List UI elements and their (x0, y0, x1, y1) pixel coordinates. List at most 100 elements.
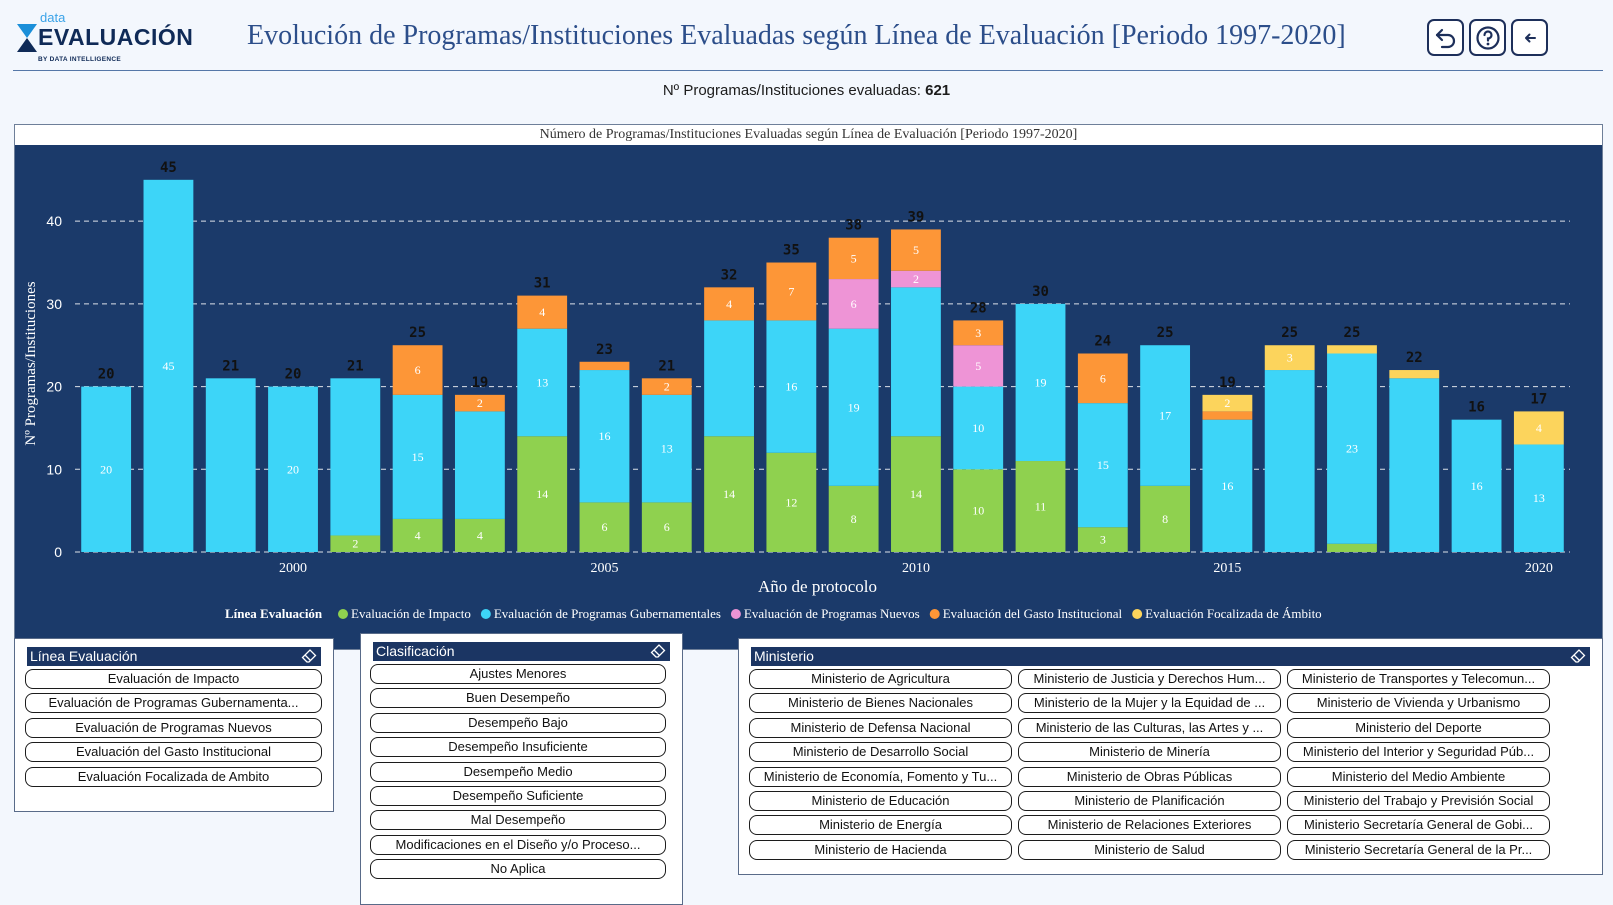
slicer-clasificacion-option[interactable]: Desempeño Suficiente (370, 786, 666, 806)
slicer-ministerio-option[interactable]: Ministerio de Justicia y Derechos Hum... (1018, 669, 1281, 689)
bar-total-label: 25 (1344, 325, 1361, 341)
slicer-ministerio-option[interactable]: Ministerio de Educación (749, 791, 1012, 811)
legend-item: Evaluación del Gasto Institucional (943, 606, 1123, 621)
bar-segment (1389, 370, 1440, 379)
segment-value-label: 16 (1221, 479, 1233, 493)
segment-value-label: 4 (1536, 421, 1542, 435)
segment-value-label: 13 (661, 442, 673, 456)
segment-value-label: 6 (664, 520, 670, 534)
segment-value-label: 10 (972, 421, 984, 435)
slicer-clasificacion-option[interactable]: Buen Desempeño (370, 688, 666, 709)
slicer-ministerio-option[interactable]: Ministerio de Salud (1018, 839, 1281, 860)
bar-segment (828, 237, 879, 280)
bar-segment (1140, 345, 1191, 486)
slicer-clasificacion-option[interactable]: No Aplica (370, 859, 666, 880)
slicer-clasificacion-option[interactable]: Modificaciones en el Diseño y/o Proceso.… (370, 834, 666, 855)
slicer-ministerio-option[interactable]: Ministerio de Relaciones Exteriores (1018, 815, 1281, 836)
segment-value-label: 7 (788, 284, 794, 298)
slicer-ministerio-option[interactable]: Ministerio de Hacienda (749, 839, 1012, 860)
legend-swatch (1132, 609, 1143, 619)
segment-value-label: 6 (415, 363, 421, 377)
slicer-clasificacion-option[interactable]: Ajustes Menores (370, 664, 666, 684)
bar-segment (641, 394, 692, 503)
segment-value-label: 14 (723, 487, 735, 501)
segment-value-label: 2 (1224, 396, 1230, 410)
slicer-ministerio-option[interactable]: Ministerio de la Mujer y la Equidad de .… (1018, 693, 1281, 714)
slicer-ministerio-option[interactable]: Ministerio de Obras Públicas (1018, 766, 1281, 787)
slicer-clasificacion-option[interactable]: Mal Desempeño (370, 810, 666, 831)
undo-button[interactable] (1427, 19, 1464, 56)
segment-value-label: 2 (664, 380, 670, 394)
bar-total-label: 32 (721, 267, 738, 283)
segment-value-label: 4 (415, 528, 421, 542)
segment-value-label: 19 (848, 400, 860, 414)
eraser-icon[interactable] (301, 649, 317, 663)
segment-value-label: 6 (1100, 371, 1106, 385)
y-tick-label: 10 (46, 461, 62, 477)
help-button[interactable] (1469, 19, 1506, 56)
bar-segment (891, 270, 941, 288)
slicer-ministerio-option[interactable]: Ministerio del Deporte (1287, 717, 1550, 738)
slicer-ministerio-option[interactable]: Ministerio de Minería (1018, 742, 1281, 763)
bar-total-label: 22 (1406, 350, 1423, 366)
slicer-linea-title: Línea Evaluación (30, 648, 138, 664)
bar-total-label: 21 (347, 358, 364, 374)
segment-value-label: 20 (100, 462, 112, 476)
slicer-ministerio-option[interactable]: Ministerio de Transportes y Telecomun... (1287, 669, 1550, 689)
segment-value-label: 2 (352, 537, 358, 551)
slicer-ministerio-option[interactable]: Ministerio de Agricultura (749, 669, 1012, 689)
slicer-ministerio-option[interactable]: Ministerio del Trabajo y Previsión Socia… (1287, 791, 1550, 811)
slicer-ministerio-option[interactable]: Ministerio de Planificación (1018, 791, 1281, 811)
eraser-icon[interactable] (650, 644, 666, 658)
slicer-ministerio-option[interactable]: Ministerio del Interior y Seguridad Púb.… (1287, 742, 1550, 763)
bar-segment (704, 320, 754, 437)
chart-panel: Número de Programas/Instituciones Evalua… (14, 124, 1603, 650)
bar-segment (1015, 303, 1066, 462)
bar-segment (953, 345, 1004, 387)
slicer-ministerio-option[interactable]: Ministerio de Desarrollo Social (749, 742, 1012, 763)
slicer-ministerio-option[interactable]: Ministerio de Economía, Fomento y Tu... (749, 766, 1012, 787)
slicer-ministerio-option[interactable]: Ministerio de las Culturas, las Artes y … (1018, 717, 1281, 738)
stacked-bar-chart: 0102030402020454521202022141562542191413… (23, 160, 1570, 621)
bar-segment (205, 378, 256, 552)
bar-total-label: 20 (98, 367, 115, 383)
bar-segment (953, 469, 1004, 552)
slicer-clasificacion-option[interactable]: Desempeño Medio (370, 761, 666, 782)
back-button[interactable] (1511, 19, 1548, 56)
bar-segment (392, 518, 443, 552)
eraser-icon[interactable] (1570, 649, 1586, 663)
legend-item: Evaluación de Programas Nuevos (744, 606, 920, 621)
slicer-linea-option[interactable]: Evaluación de Programas Gubernamenta... (25, 693, 322, 714)
logo: data EVALUACIÓN BY DATA INTELLIGENCE (16, 10, 206, 65)
slicer-clasificacion-option[interactable]: Desempeño Bajo (370, 712, 666, 733)
segment-value-label: 12 (785, 495, 797, 509)
bar-segment (828, 279, 879, 329)
slicer-ministerio-option[interactable]: Ministerio Secretaría General de Gobi... (1287, 815, 1550, 836)
x-tick-label: 2020 (1525, 561, 1553, 576)
segment-value-label: 20 (287, 462, 299, 476)
slicer-ministerio-option[interactable]: Ministerio de Defensa Nacional (749, 717, 1012, 738)
slicer-linea-option[interactable]: Evaluación Focalizada de Ambito (25, 766, 322, 787)
bar-segment (1264, 345, 1315, 371)
bar-segment (891, 287, 941, 437)
slicer-ministerio-option[interactable]: Ministerio de Vivienda y Urbanismo (1287, 693, 1550, 714)
bar-segment (1327, 353, 1377, 544)
bar-segment (1327, 543, 1377, 552)
segment-value-label: 23 (1346, 442, 1358, 456)
slicer-ministerio-option[interactable]: Ministerio de Energía (749, 815, 1012, 836)
slicer-linea-option[interactable]: Evaluación de Programas Nuevos (25, 717, 322, 738)
x-axis-title: Año de protocolo (758, 577, 877, 596)
legend-swatch (480, 609, 491, 619)
segment-value-label: 8 (851, 512, 857, 526)
bar-total-label: 25 (1281, 325, 1298, 341)
bar-segment (517, 436, 568, 552)
slicer-ministerio-option[interactable]: Ministerio Secretaría General de la Pr..… (1287, 839, 1550, 860)
slicer-clasificacion-option[interactable]: Desempeño Insuficiente (370, 737, 666, 758)
slicer-ministerio-option[interactable]: Ministerio de Bienes Nacionales (749, 693, 1012, 714)
slicer-ministerio-option[interactable]: Ministerio del Medio Ambiente (1287, 766, 1550, 787)
slicer-linea-option[interactable]: Evaluación del Gasto Institucional (25, 742, 322, 763)
bar-segment (1077, 353, 1128, 404)
slicer-clasificacion-header: Clasificación (373, 642, 670, 661)
slicer-linea-option[interactable]: Evaluación de Impacto (25, 669, 322, 689)
